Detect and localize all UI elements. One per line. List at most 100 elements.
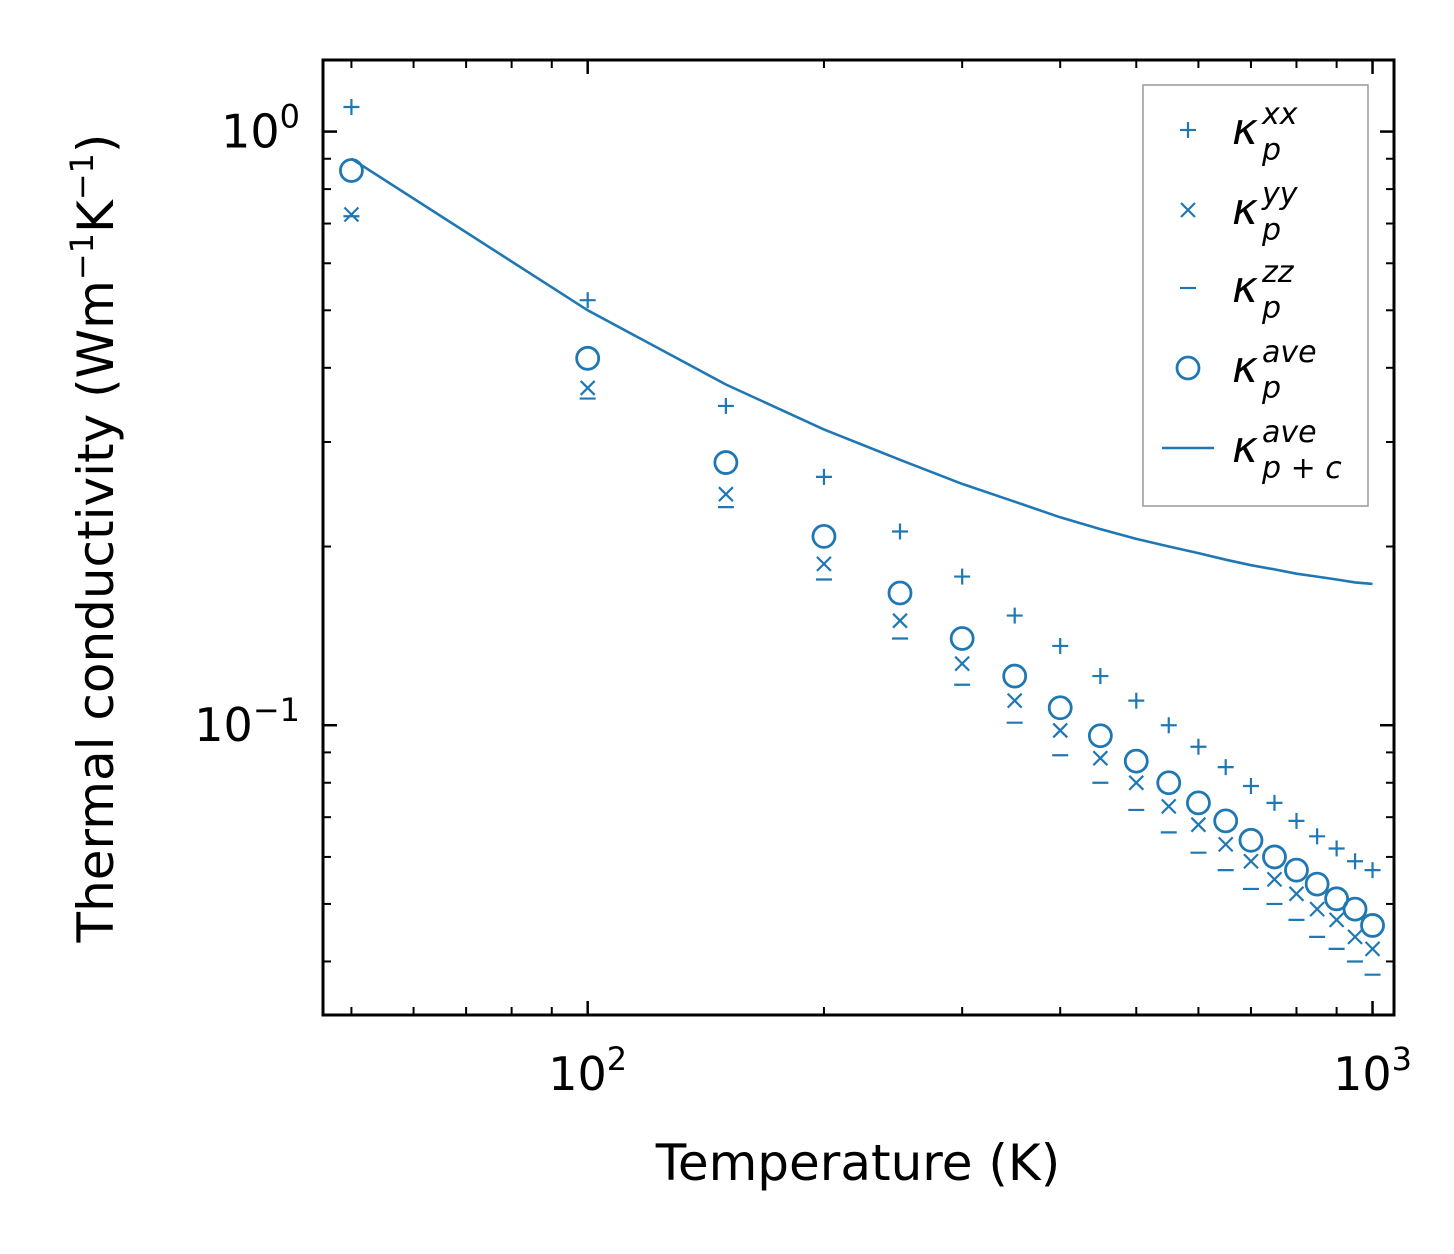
legend-item: κ pzz <box>1180 255 1295 326</box>
data-point <box>892 612 908 629</box>
data-point <box>1092 668 1109 685</box>
data-point <box>954 655 970 672</box>
legend-marker <box>1180 122 1196 138</box>
plot-frame <box>321 58 1396 1017</box>
legend-item: κ pyy <box>1180 177 1299 248</box>
series-layer <box>339 99 1385 976</box>
data-point <box>892 523 909 540</box>
series-kappa_p_zz <box>343 215 1381 976</box>
data-point-b <box>1266 871 1283 888</box>
legend-box <box>1142 84 1369 507</box>
data-point-b <box>1128 774 1145 791</box>
data-point <box>1284 857 1309 883</box>
data-point <box>1087 723 1113 749</box>
data-point-b <box>343 206 360 223</box>
x-tick-label: 103 <box>1333 1040 1412 1101</box>
data-point <box>811 524 837 549</box>
y-axis-title: Thermal conductivity (Wm−1K−1) <box>63 134 125 944</box>
data-point <box>1006 607 1023 624</box>
data-point <box>1309 828 1326 845</box>
data-point <box>887 580 913 606</box>
data-point <box>816 556 832 572</box>
series-kappa_p_ave <box>339 158 1385 938</box>
data-point <box>1160 717 1177 734</box>
data-point <box>1243 853 1259 870</box>
legend-sup: ave <box>1262 335 1317 370</box>
data-point <box>1347 853 1364 870</box>
legend-sup: yy <box>1261 177 1299 212</box>
data-point <box>1288 812 1305 829</box>
data-point <box>1347 929 1363 945</box>
data-point <box>1128 774 1145 791</box>
data-point <box>579 292 596 309</box>
legend-label: κ <box>1232 422 1258 473</box>
data-point <box>1002 663 1028 689</box>
data-point <box>1288 886 1305 902</box>
data-point-b <box>816 556 832 572</box>
data-point-b <box>1190 816 1207 833</box>
data-point <box>1324 886 1350 912</box>
data-point <box>1262 844 1287 870</box>
data-point <box>717 397 734 414</box>
data-point-b <box>1243 853 1259 870</box>
data-point-b <box>579 380 596 396</box>
major-ticks <box>323 60 1394 1015</box>
data-point <box>1190 738 1207 755</box>
legend-sub: p <box>1261 291 1281 326</box>
data-point-b <box>892 612 908 629</box>
data-point <box>949 626 975 651</box>
data-point <box>1128 692 1145 709</box>
data-point-b <box>1347 929 1363 945</box>
data-point-b <box>1052 722 1068 739</box>
data-point <box>1217 759 1234 776</box>
data-point <box>343 99 360 116</box>
data-point-b <box>1309 901 1325 917</box>
series-kappa_p_xx <box>343 99 1381 879</box>
data-point-b <box>1288 886 1305 902</box>
data-point <box>1238 827 1264 853</box>
y-tick-labels: 10−1 100 <box>194 98 300 753</box>
data-point <box>1006 692 1023 709</box>
series-kappa_p_yy <box>343 206 1381 957</box>
data-point <box>1092 750 1109 766</box>
data-point <box>1266 871 1283 888</box>
data-point-b <box>1092 750 1109 766</box>
data-point <box>1242 778 1259 795</box>
data-point <box>1052 722 1068 739</box>
legend-marker-b <box>1180 202 1196 218</box>
data-point <box>1217 836 1234 853</box>
data-point-b <box>1364 941 1381 957</box>
legend-item: κ pxx <box>1180 97 1298 168</box>
legend-marker <box>1175 355 1201 381</box>
legend-sub: p + c <box>1261 451 1342 486</box>
data-point <box>1360 913 1385 938</box>
data-point <box>1364 862 1381 879</box>
data-point <box>575 345 601 371</box>
data-point <box>1160 798 1177 815</box>
x-tick-labels: 102 103 <box>548 1040 1412 1101</box>
data-point-b <box>1217 836 1234 853</box>
legend-label: κ <box>1232 342 1258 393</box>
x-axis-title: Temperature (K) <box>655 1134 1060 1192</box>
minor-ticks <box>323 60 1394 1015</box>
data-point <box>1186 790 1211 816</box>
x-tick-label: 102 <box>548 1040 627 1101</box>
data-point <box>1156 770 1182 796</box>
legend-sub: p <box>1261 371 1281 406</box>
legend-label: κ <box>1232 184 1258 235</box>
legend-sup: zz <box>1261 255 1295 290</box>
data-point <box>1309 901 1325 917</box>
data-point <box>815 468 832 485</box>
y-tick-label: 100 <box>221 98 300 159</box>
data-point <box>1342 896 1368 922</box>
data-point <box>1123 748 1149 774</box>
data-point <box>579 380 596 396</box>
data-point-b <box>1006 692 1023 709</box>
data-point-b <box>954 655 970 672</box>
plot-area: 102 103 10−1 100 <box>194 58 1412 1101</box>
data-point <box>1304 871 1330 897</box>
legend-marker <box>1180 202 1196 218</box>
data-point <box>713 450 739 475</box>
